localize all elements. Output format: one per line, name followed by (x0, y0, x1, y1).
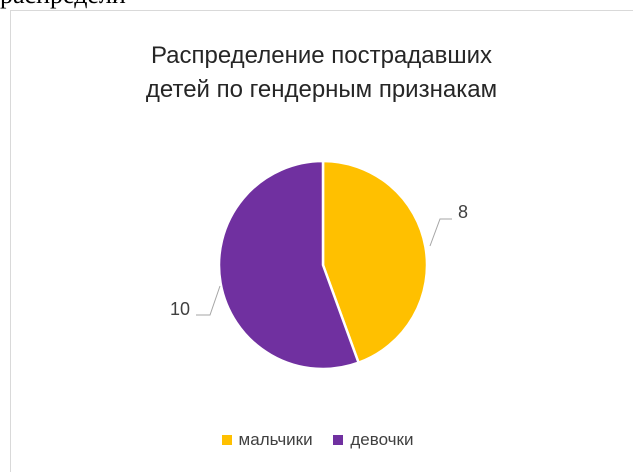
chart-legend: мальчики девочки (0, 430, 635, 450)
document-text-fragment: распредели (0, 0, 126, 10)
pie-slice-girls (217, 159, 361, 371)
legend-label-girls: девочки (350, 430, 414, 449)
chart-title-line-2: детей по гендерным признакам (145, 76, 498, 103)
pie-slice-boys (321, 159, 429, 365)
legend-swatch-girls (333, 435, 344, 445)
leader-line-boys (429, 218, 452, 247)
chart-title-line-1: Распределение пострадавших (150, 42, 493, 69)
data-label-girls: 10 (170, 299, 190, 319)
chart-frame (10, 10, 633, 472)
legend-item-boys: мальчики (221, 430, 313, 450)
data-label-boys: 8 (458, 202, 468, 222)
legend-label-boys: мальчики (238, 430, 313, 449)
legend-swatch-boys (221, 435, 232, 445)
leader-line-girls (196, 285, 221, 316)
legend-item-girls: девочки (333, 430, 413, 450)
